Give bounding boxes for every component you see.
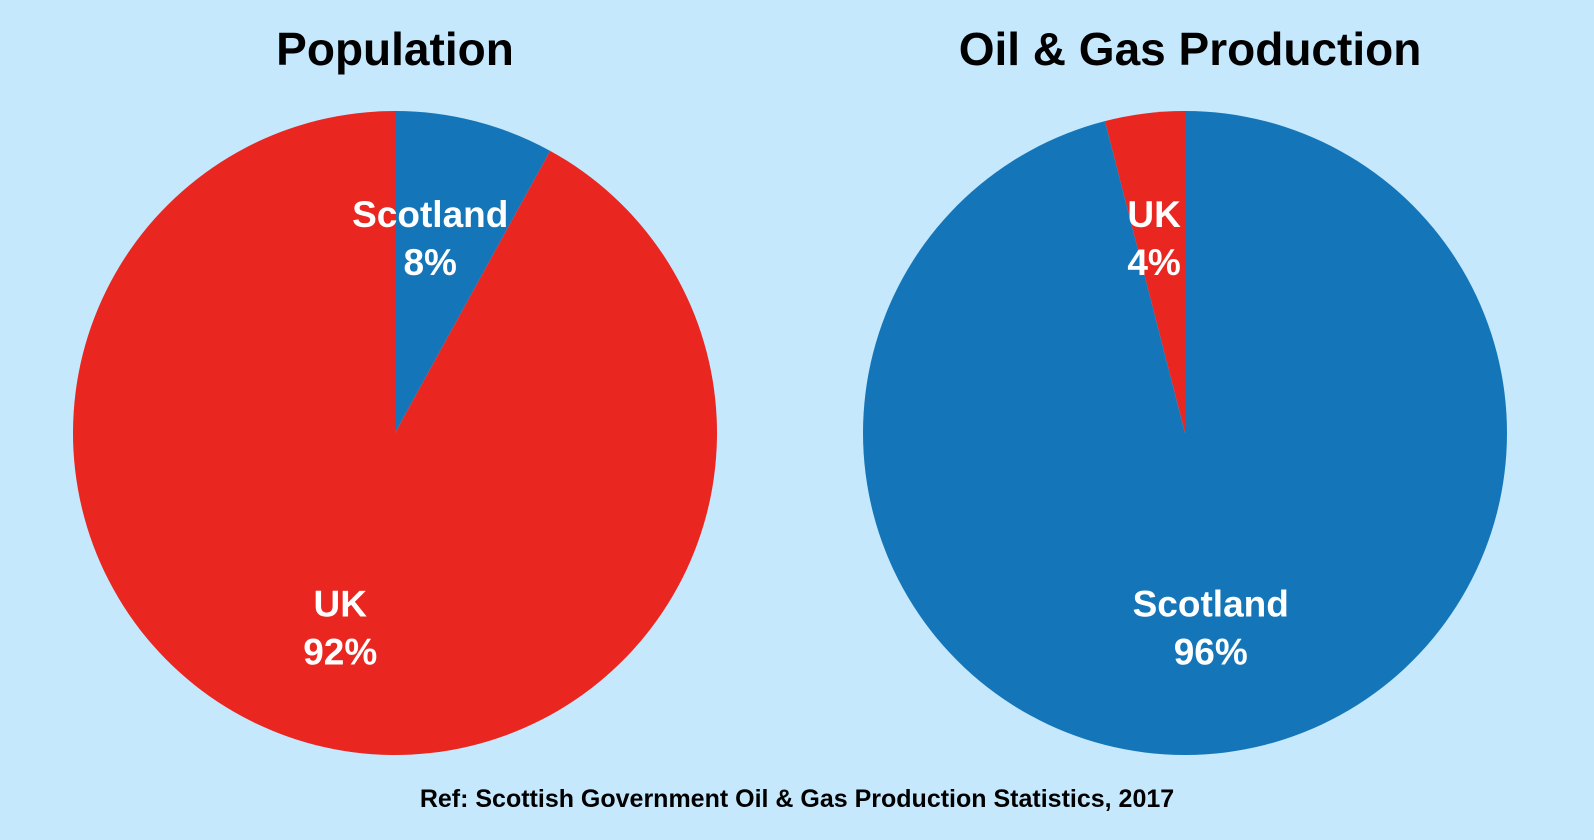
population-slice-uk [72,111,717,755]
oil-gas-label-uk-name: UK [1127,194,1181,235]
population-label-scotland: Scotland 8% [352,194,508,283]
population-pie-chart: Scotland 8% UK 92% [72,111,717,755]
population-label-scotland-name: Scotland [352,194,508,235]
oil-gas-slice-scotland [863,110,1507,755]
oil-gas-slice-uk [1104,111,1185,433]
population-chart-title: Population [276,23,514,75]
oil-gas-pie-chart: UK 4% Scotland 96% [863,110,1507,755]
oil-gas-chart-title: Oil & Gas Production [958,23,1422,75]
population-label-uk: UK 92% [303,584,377,673]
oil-gas-label-scotland-value: 96% [1174,632,1248,673]
population-label-scotland-value: 8% [403,242,456,283]
oil-gas-label-scotland-name: Scotland [1133,584,1289,625]
oil-gas-label-uk-value: 4% [1127,242,1180,283]
oil-gas-label-uk: UK 4% [1127,194,1181,283]
reference-footnote: Ref: Scottish Government Oil & Gas Produ… [419,785,1175,813]
oil-gas-label-scotland: Scotland 96% [1133,584,1289,673]
population-label-uk-value: 92% [303,632,377,673]
population-slice-scotland [395,111,551,433]
population-label-uk-name: UK [314,584,368,625]
